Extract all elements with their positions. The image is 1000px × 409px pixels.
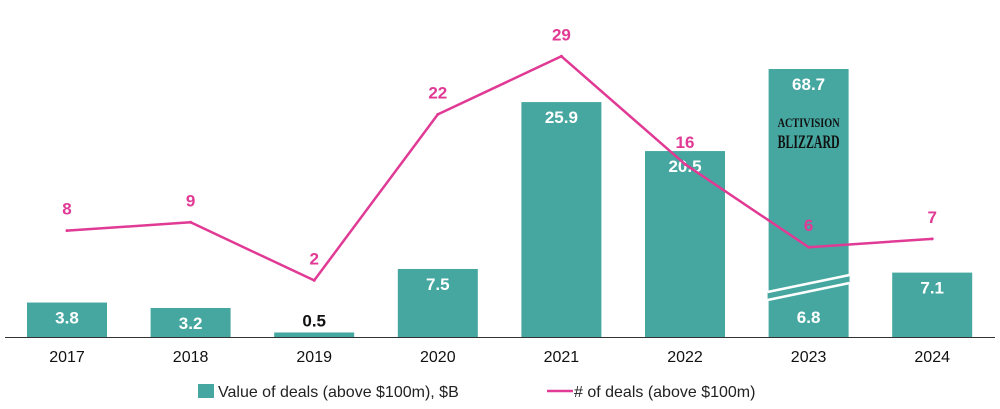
deal-count-point xyxy=(436,112,440,116)
legend: Value of deals (above $100m), $B # of de… xyxy=(198,384,755,401)
legend-line-label: # of deals (above $100m) xyxy=(574,384,755,401)
bar-value-label: 3.2 xyxy=(179,314,203,333)
x-tick-label: 2018 xyxy=(173,349,209,366)
bar-series: 3.8 3.2 0.5 7.5 25.9 20.5 68.7 7.1 6.8 xyxy=(27,69,973,337)
bar-2022 xyxy=(645,151,725,337)
broken-bar-base-label: 6.8 xyxy=(797,308,821,327)
bar-value-label: 3.8 xyxy=(55,309,79,328)
bar-value-label: 25.9 xyxy=(545,108,578,127)
activision-blizzard-logo: ACTIVISION BLIZZARD xyxy=(778,115,840,153)
deal-count-label: 8 xyxy=(62,200,71,219)
bar-value-label: 68.7 xyxy=(792,75,825,94)
deal-count-label: 29 xyxy=(552,25,571,44)
deal-count-point xyxy=(683,162,687,166)
deal-count-label: 2 xyxy=(309,249,318,268)
bar-2020 xyxy=(397,268,478,337)
bar-2024 xyxy=(892,272,973,337)
x-tick-label: 2017 xyxy=(49,349,85,366)
break-fill xyxy=(767,275,850,300)
x-tick-label: 2021 xyxy=(544,349,580,366)
deal-count-point xyxy=(930,237,934,241)
bar-value-label: 7.5 xyxy=(426,275,450,294)
deal-count-label: 22 xyxy=(428,83,447,102)
deal-count-label: 16 xyxy=(676,133,695,152)
x-tick-label: 2024 xyxy=(914,349,950,366)
x-tick-label: 2023 xyxy=(791,349,827,366)
axis-break-marks xyxy=(767,273,850,302)
deal-count-point xyxy=(312,278,316,282)
deal-count-point xyxy=(807,245,811,249)
break-line-upper xyxy=(767,273,850,294)
deal-count-label: 9 xyxy=(186,191,195,210)
logo-line-2: BLIZZARD xyxy=(778,132,840,153)
bar-2019 xyxy=(274,332,355,337)
legend-bar-label: Value of deals (above $100m), $B xyxy=(218,384,459,401)
break-line-lower xyxy=(767,281,850,302)
deal-count-point xyxy=(189,220,193,224)
logo-line-1: ACTIVISION xyxy=(778,115,840,130)
bar-value-label: 0.5 xyxy=(302,311,326,330)
bar-2021 xyxy=(521,102,602,337)
deal-count-line xyxy=(66,55,933,282)
deal-count-point xyxy=(65,229,69,233)
x-tick-label: 2022 xyxy=(667,349,703,366)
bar-value-label: 7.1 xyxy=(920,279,944,298)
x-tick-label: 2019 xyxy=(296,349,332,366)
x-tick-label: 2020 xyxy=(420,349,456,366)
legend-bar-swatch xyxy=(198,384,214,398)
deal-count-label: 7 xyxy=(927,208,936,227)
bar-2018 xyxy=(150,307,231,337)
bar-value-label: 20.5 xyxy=(668,157,701,176)
bar-2017 xyxy=(27,302,107,337)
deal-count-point xyxy=(559,54,563,58)
deal-count-label: 6 xyxy=(804,216,813,235)
x-axis-ticks: 2017 2018 2019 2020 2021 2022 2023 2024 xyxy=(49,349,950,366)
